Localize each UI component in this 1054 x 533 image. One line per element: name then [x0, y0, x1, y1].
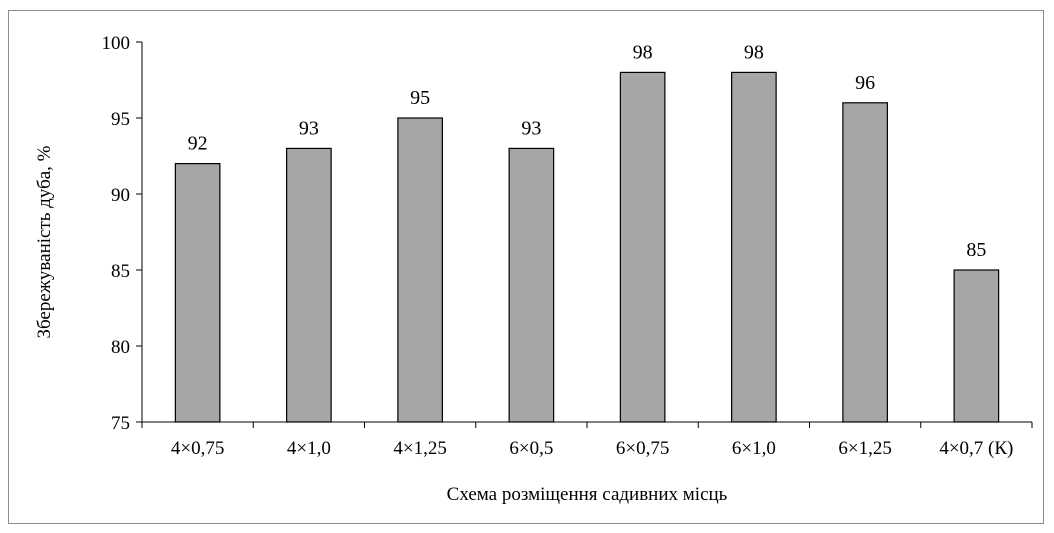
bar — [397, 117, 443, 423]
x-axis-ticks: 4×0,75 4×1,0 4×1,25 6×0,5 6×0,75 6×1,0 6×1,25 4… — [141, 422, 1033, 459]
data-label: 98 — [744, 41, 764, 63]
data-label: 96 — [855, 72, 875, 94]
data-label: 95 — [410, 87, 430, 109]
x-tick-label: 6×1,25 — [838, 438, 891, 459]
x-tick-label: 4×0,75 — [171, 438, 224, 459]
bar — [842, 102, 888, 423]
bar — [619, 71, 666, 423]
data-label: 93 — [299, 117, 319, 139]
y-axis-title: Збережуваність дуба, % — [34, 145, 55, 338]
bars — [174, 71, 1000, 423]
y-tick-label: 90 — [111, 185, 130, 206]
data-labels: 92 93 95 93 98 98 96 85 — [188, 41, 987, 261]
bar — [953, 269, 1000, 423]
x-tick-label: 6×0,75 — [616, 438, 669, 459]
bar — [508, 147, 555, 423]
x-tick-label: 6×1,0 — [732, 438, 776, 459]
x-tick-label: 6×0,5 — [509, 438, 553, 459]
data-label: 98 — [633, 41, 653, 63]
bar — [174, 163, 221, 423]
data-label: 93 — [521, 117, 541, 139]
data-label: 92 — [188, 133, 208, 155]
x-tick-label: 4×1,25 — [393, 438, 446, 459]
x-axis-title: Схема розміщення садивних місць — [447, 484, 728, 505]
bar — [286, 147, 332, 423]
y-tick-label: 75 — [111, 413, 130, 434]
x-tick-label: 4×1,0 — [287, 438, 331, 459]
x-tick-label: 4×0,7 (К) — [939, 438, 1013, 459]
y-tick-label: 95 — [111, 109, 130, 130]
y-axis-ticks: 75 80 85 90 95 100 — [102, 33, 142, 434]
y-tick-label: 85 — [111, 261, 130, 282]
y-tick-label: 80 — [111, 337, 130, 358]
bar — [731, 71, 777, 423]
data-label: 85 — [966, 239, 986, 261]
y-tick-label: 100 — [102, 33, 131, 54]
